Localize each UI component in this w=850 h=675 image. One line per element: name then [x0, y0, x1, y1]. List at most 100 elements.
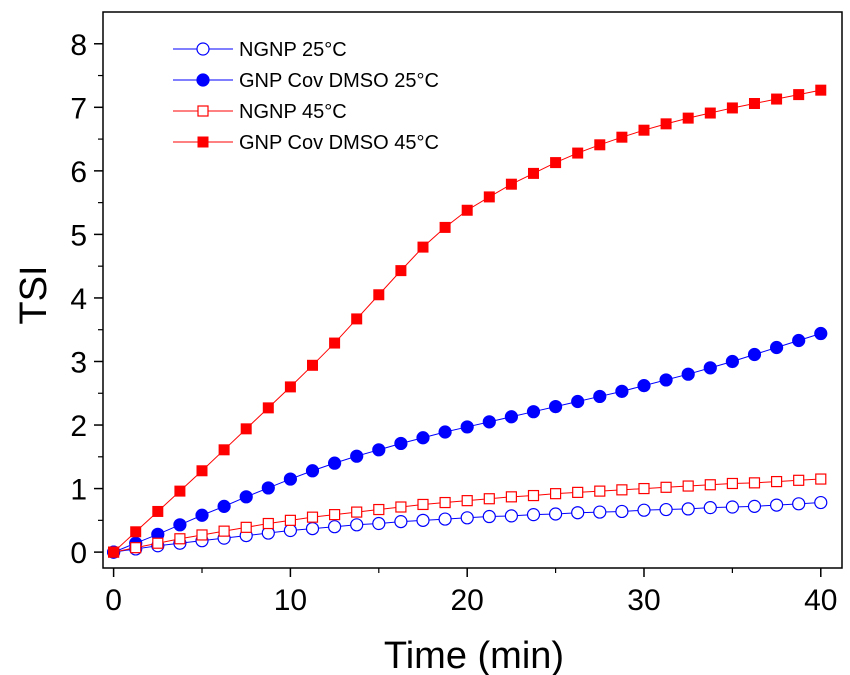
legend-entry-3: NGNP 45°C — [173, 101, 347, 123]
data-point — [460, 511, 474, 525]
data-point — [108, 546, 120, 558]
data-point — [748, 477, 761, 489]
data-point — [283, 523, 298, 538]
data-point — [815, 84, 827, 96]
data-point — [704, 479, 716, 491]
data-point — [527, 489, 540, 502]
data-point — [482, 415, 496, 429]
data-point — [217, 499, 231, 513]
data-point — [725, 354, 739, 369]
data-point — [616, 131, 628, 143]
data-point — [394, 515, 408, 529]
data-point — [351, 506, 363, 518]
data-point — [262, 517, 274, 530]
data-point — [682, 112, 694, 124]
data-point — [350, 449, 364, 463]
y-axis-title: TSI — [13, 265, 55, 324]
data-point — [329, 337, 341, 349]
data-point — [195, 508, 209, 522]
y-tick-label: 2 — [70, 410, 87, 443]
data-point — [793, 474, 805, 486]
data-point — [152, 537, 164, 549]
y-tick-label: 7 — [70, 92, 87, 125]
data-point — [550, 157, 562, 169]
data-point — [549, 488, 562, 500]
data-point — [261, 481, 275, 495]
legend-marker — [197, 136, 209, 148]
data-point — [504, 410, 518, 424]
data-point — [461, 204, 473, 216]
data-point — [417, 498, 429, 511]
data-point — [548, 507, 563, 521]
y-tick-label: 6 — [70, 156, 87, 189]
legend-marker — [197, 105, 209, 117]
data-point — [350, 518, 364, 532]
data-point — [483, 493, 495, 505]
legend-label: GNP Cov DMSO 25°C — [239, 70, 439, 92]
data-point — [174, 485, 186, 497]
data-point — [130, 526, 142, 538]
data-point — [793, 89, 805, 101]
data-point — [439, 496, 451, 509]
data-point — [174, 533, 186, 545]
data-point — [769, 340, 784, 355]
data-point — [284, 514, 297, 526]
data-point — [616, 484, 628, 496]
legend-marker — [196, 73, 210, 87]
data-point — [593, 389, 607, 404]
data-point — [438, 512, 452, 526]
data-point — [659, 502, 673, 517]
series-3 — [108, 473, 827, 558]
y-tick-label: 5 — [70, 219, 87, 252]
data-point — [328, 456, 342, 470]
data-point — [152, 505, 164, 517]
data-point — [328, 520, 342, 534]
x-tick-label: 40 — [804, 584, 837, 617]
data-point — [395, 501, 407, 513]
data-point — [283, 472, 298, 486]
plot-area — [107, 84, 828, 559]
data-point — [305, 522, 320, 536]
data-point — [240, 521, 252, 533]
data-point — [572, 486, 584, 498]
data-point — [704, 107, 716, 119]
data-point — [725, 500, 739, 514]
data-point — [461, 495, 473, 507]
data-point — [460, 420, 474, 434]
legend-label: NGNP 45°C — [239, 101, 347, 123]
data-point — [417, 241, 429, 253]
data-point — [329, 509, 341, 521]
data-point — [372, 516, 386, 531]
x-tick-label: 0 — [105, 584, 122, 617]
data-point — [130, 542, 142, 554]
x-tick-label: 20 — [451, 584, 484, 617]
data-point — [571, 394, 585, 409]
data-point — [814, 326, 828, 341]
data-point — [439, 221, 451, 233]
data-point — [814, 495, 828, 510]
data-point — [769, 498, 784, 512]
data-point — [726, 477, 738, 490]
series-4 — [108, 84, 827, 558]
data-point — [483, 191, 495, 203]
data-point — [438, 425, 452, 439]
y-tick-label: 1 — [70, 474, 87, 507]
data-point — [637, 379, 651, 393]
data-point — [638, 124, 650, 136]
data-point — [637, 503, 651, 517]
data-point — [394, 436, 408, 451]
data-point — [351, 313, 363, 325]
data-point — [703, 501, 717, 515]
legend-entry-4: GNP Cov DMSO 45°C — [173, 132, 439, 154]
data-point — [815, 473, 827, 485]
data-point — [747, 499, 762, 513]
y-tick-label: 3 — [70, 346, 87, 379]
data-point — [306, 511, 319, 523]
data-point — [239, 490, 253, 504]
x-axis-title: Time (min) — [384, 635, 564, 675]
data-point — [373, 503, 385, 516]
data-point — [682, 480, 694, 492]
y-tick-label: 8 — [70, 29, 87, 62]
data-point — [638, 482, 650, 495]
